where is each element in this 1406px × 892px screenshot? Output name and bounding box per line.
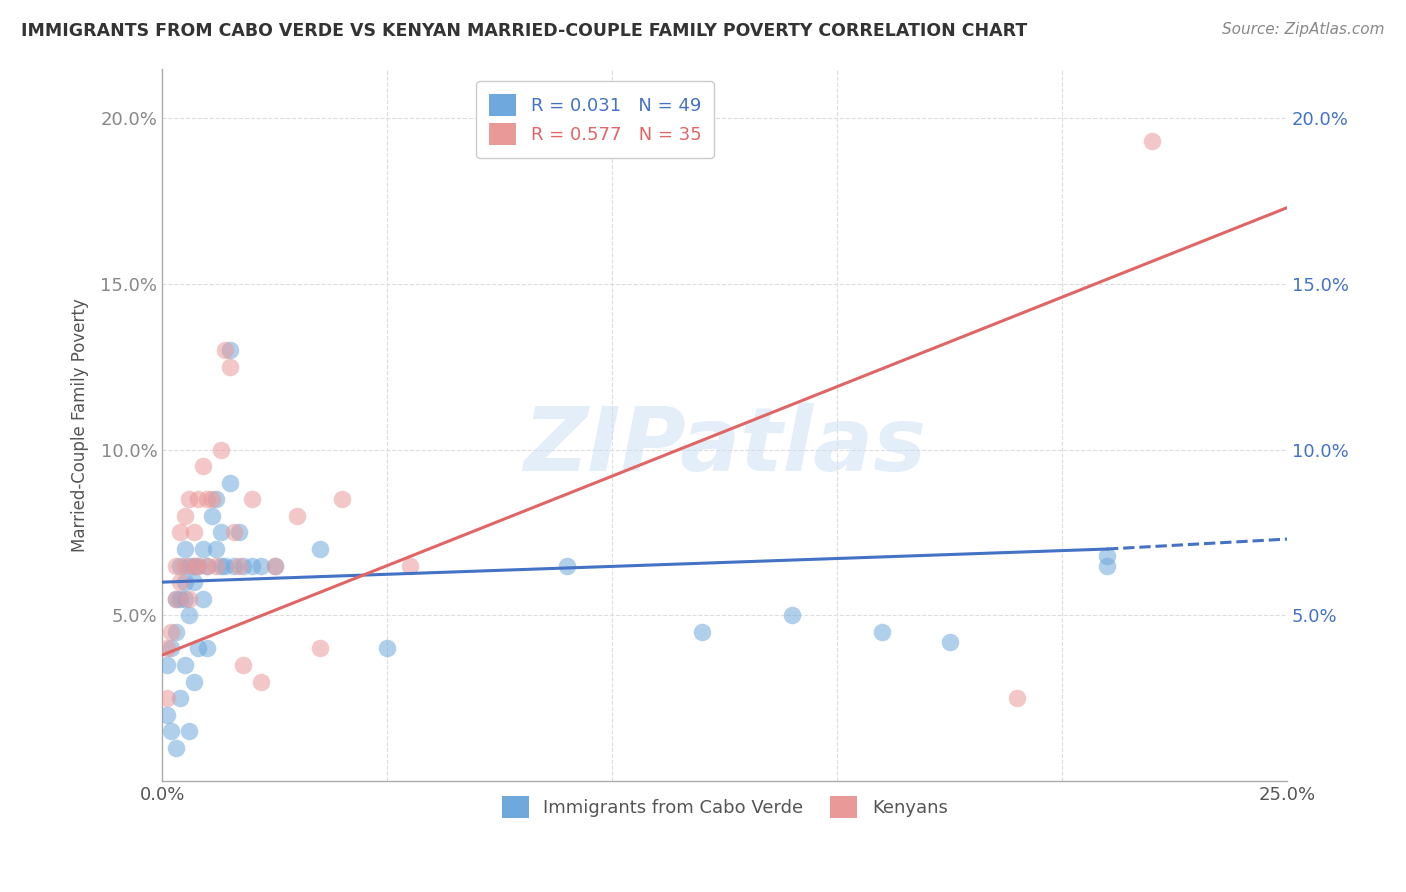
Point [173,558,195,573]
Point [224,558,246,573]
Point [263,558,285,573]
Point [173,575,195,590]
Point [218,359,240,374]
Point [165,740,187,755]
Point [228,558,250,573]
Point [165,558,187,573]
Point [218,475,240,490]
Point [169,558,191,573]
Point [183,525,205,540]
Point [201,492,224,507]
Point [179,591,201,606]
Point [173,542,195,557]
Point [179,724,201,739]
Point [169,525,191,540]
Point [308,641,330,656]
Point [160,724,183,739]
Point [195,558,218,573]
Point [165,591,187,606]
Text: IMMIGRANTS FROM CABO VERDE VS KENYAN MARRIED-COUPLE FAMILY POVERTY CORRELATION C: IMMIGRANTS FROM CABO VERDE VS KENYAN MAR… [21,22,1028,40]
Point [1005,691,1028,706]
Point [263,558,285,573]
Point [195,558,218,573]
Point [183,674,205,689]
Point [183,558,205,573]
Point [160,624,183,639]
Point [205,558,228,573]
Point [156,658,179,673]
Point [179,558,201,573]
Point [1095,549,1118,563]
Text: Source: ZipAtlas.com: Source: ZipAtlas.com [1222,22,1385,37]
Point [214,558,236,573]
Point [1095,558,1118,573]
Point [232,658,254,673]
Point [209,442,232,457]
Point [938,635,960,649]
Point [191,459,214,474]
Point [165,591,187,606]
Point [160,641,183,656]
Point [375,641,398,656]
Point [183,575,205,590]
Legend: Immigrants from Cabo Verde, Kenyans: Immigrants from Cabo Verde, Kenyans [495,789,955,825]
Point [205,542,228,557]
Point [201,508,224,523]
Point [240,492,263,507]
Point [156,641,179,656]
Point [191,591,214,606]
Point [218,343,240,358]
Point [156,691,179,706]
Point [232,558,254,573]
Point [250,558,273,573]
Point [187,558,209,573]
Point [173,591,195,606]
Point [285,508,308,523]
Point [195,492,218,507]
Point [179,608,201,623]
Point [173,508,195,523]
Point [209,558,232,573]
Point [1140,135,1163,149]
Point [250,674,273,689]
Point [228,525,250,540]
Point [187,558,209,573]
Point [187,641,209,656]
Point [240,558,263,573]
Point [187,492,209,507]
Point [169,591,191,606]
Point [183,558,205,573]
Y-axis label: Married-Couple Family Poverty: Married-Couple Family Poverty [72,298,89,551]
Point [191,542,214,557]
Point [179,492,201,507]
Point [214,343,236,358]
Point [205,492,228,507]
Point [870,624,893,639]
Point [156,707,179,722]
Point [169,575,191,590]
Point [165,624,187,639]
Text: ZIPatlas: ZIPatlas [523,402,927,490]
Point [173,658,195,673]
Point [690,624,713,639]
Point [780,608,803,623]
Point [195,641,218,656]
Point [555,558,578,573]
Point [330,492,353,507]
Point [209,525,232,540]
Point [169,691,191,706]
Point [398,558,420,573]
Point [224,525,246,540]
Point [308,542,330,557]
